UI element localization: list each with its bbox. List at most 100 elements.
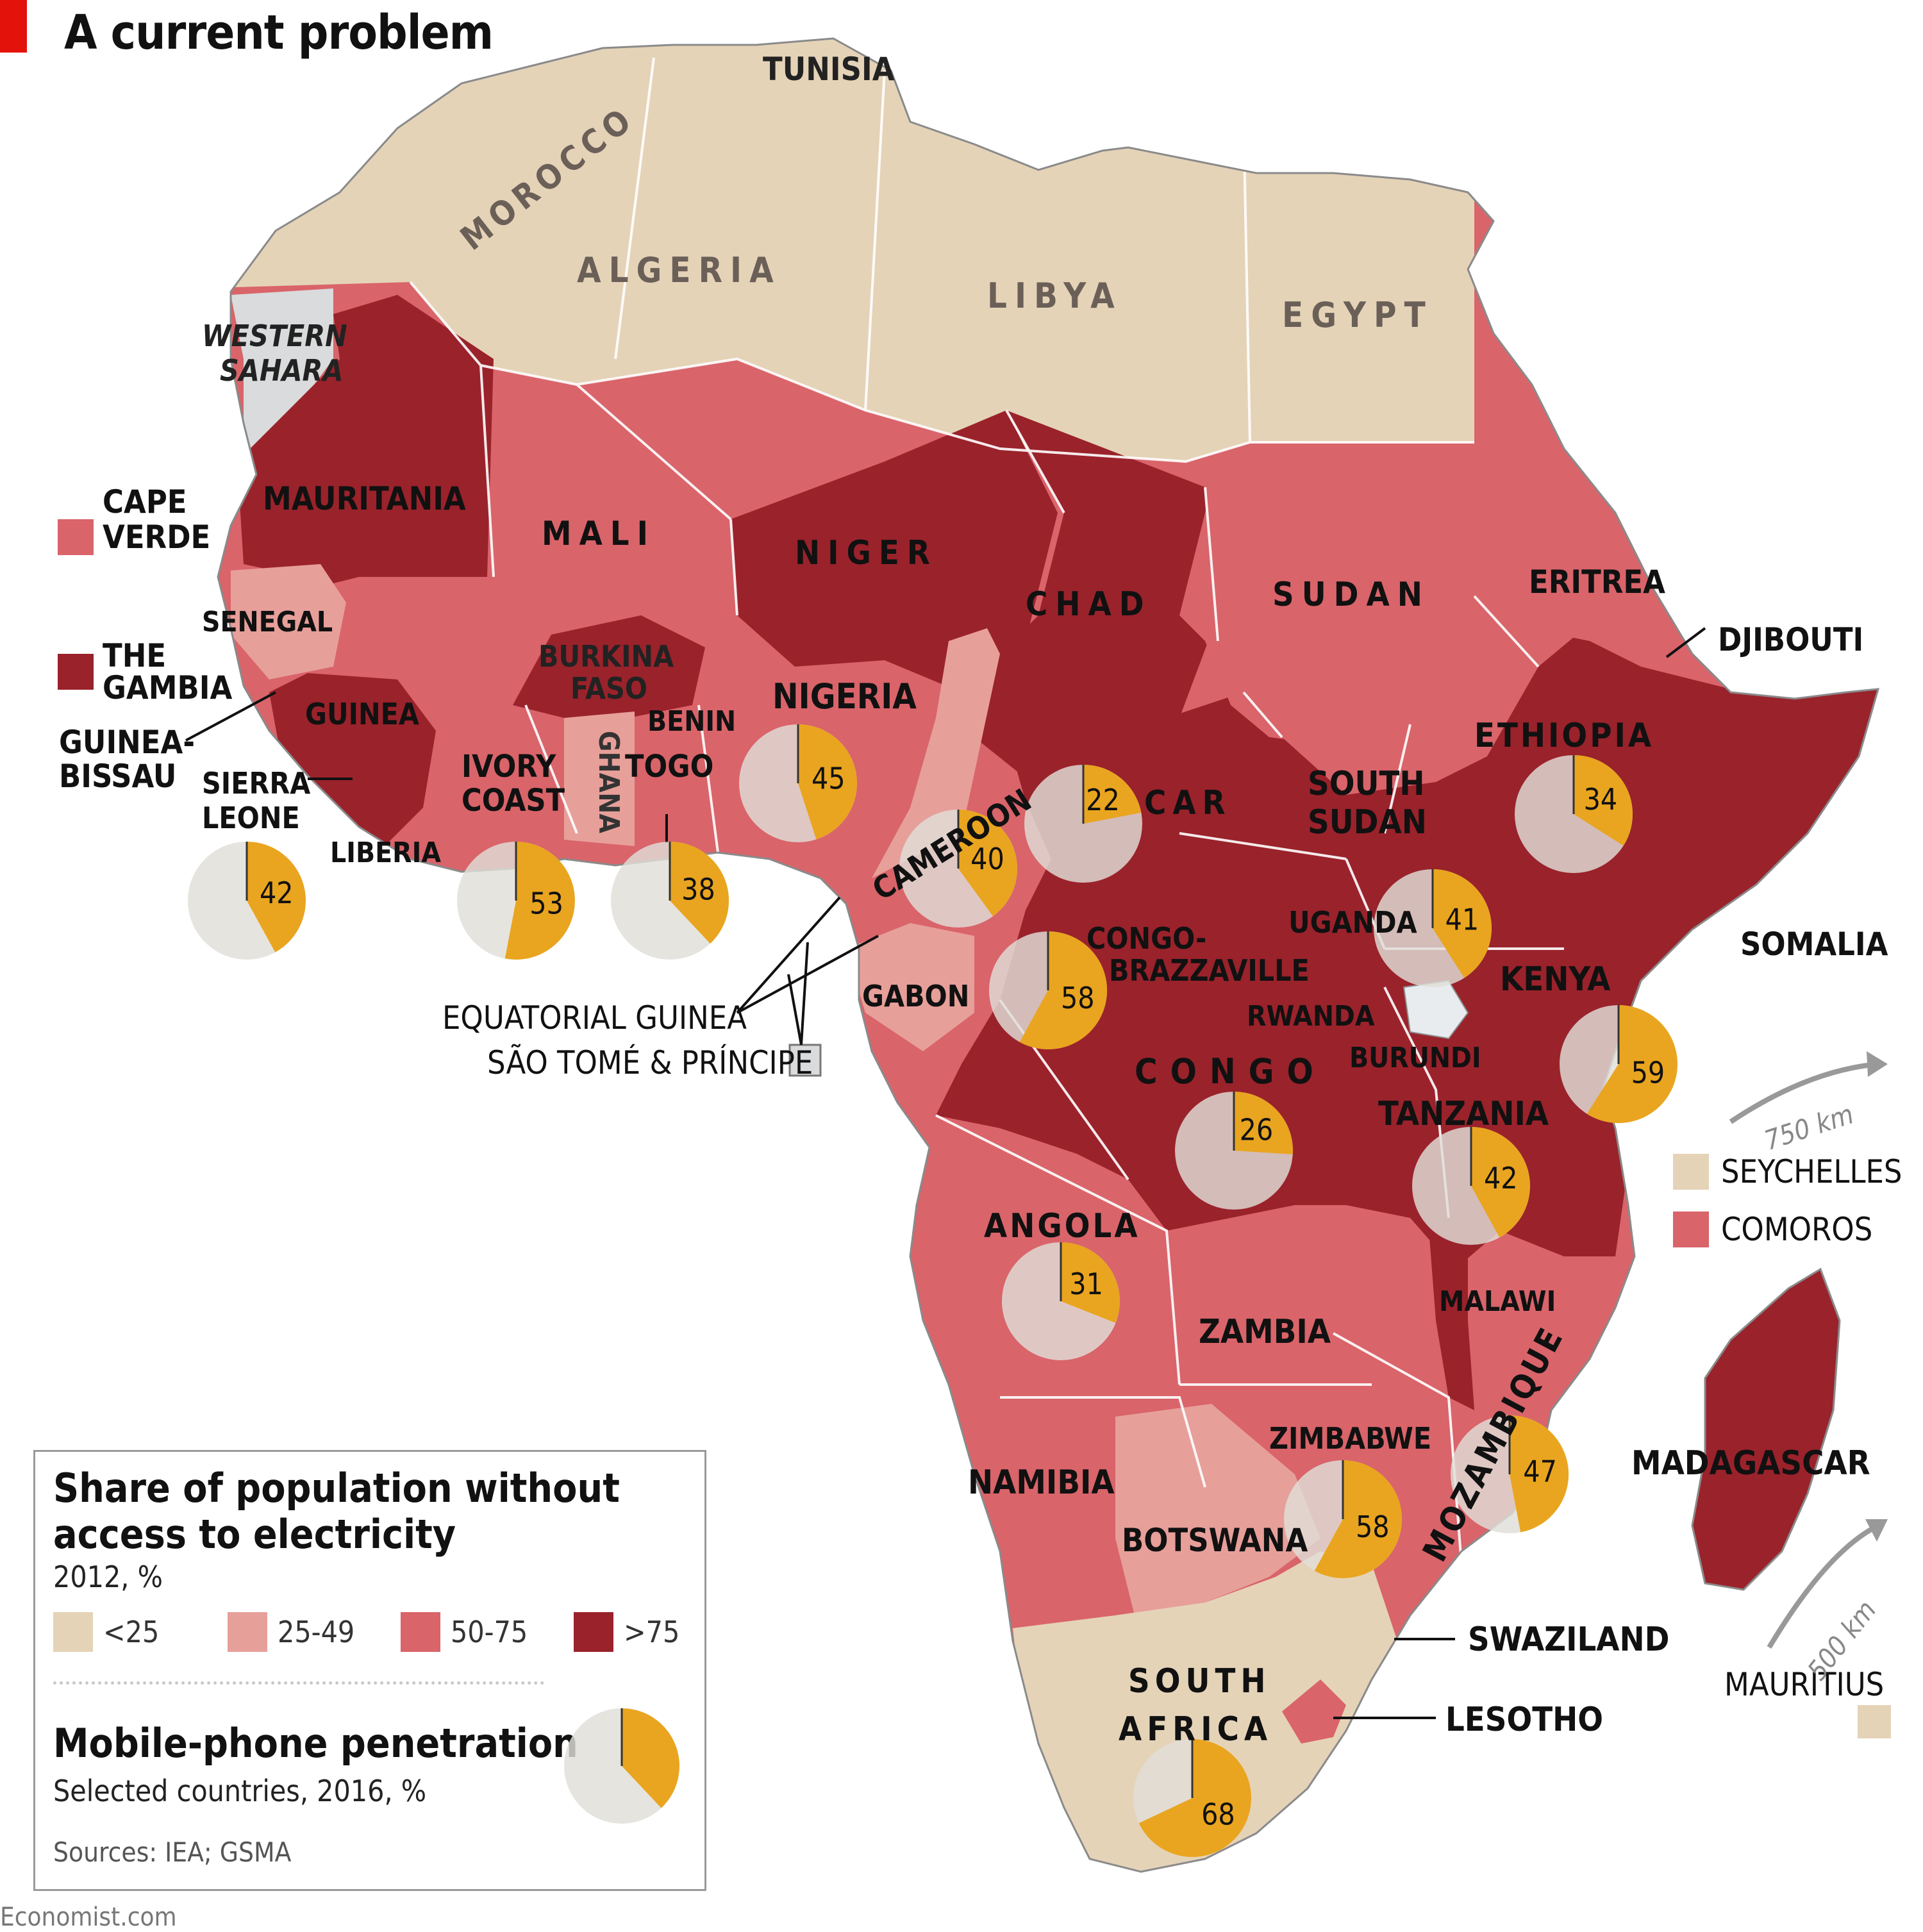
legend-label-lt25: <25: [103, 1615, 160, 1649]
label-gambia-2: GAMBIA: [103, 669, 233, 706]
label-eritrea: ERITREA: [1529, 563, 1665, 601]
gambia-swatch: [58, 654, 94, 690]
legend-swatch-lt25: [53, 1612, 93, 1652]
region-ghana: [564, 712, 635, 846]
scale-750: [1729, 1062, 1879, 1124]
label-kenya: KENYA: [1500, 960, 1610, 999]
label-western-sahara-1: WESTERN: [202, 319, 347, 353]
label-equatorial-guinea: EQUATORIAL GUINEA: [442, 999, 747, 1037]
legend-label-25-49: 25-49: [278, 1615, 355, 1649]
label-zambia: ZAMBIA: [1199, 1313, 1331, 1351]
pie-layer: 42 53 38 45 40 22 58 34 41 59 26 42 31 47 58 68: [188, 724, 1677, 1857]
legend-sources: Sources: IEA; GSMA: [53, 1836, 292, 1868]
pie-tanzania-wedge: [1471, 1127, 1530, 1238]
label-guinea-bissau-1: GUINEA-: [59, 724, 195, 761]
legend-label-gt75: >75: [624, 1615, 680, 1649]
chart-title: A current problem: [64, 5, 494, 60]
label-burundi: BURUNDI: [1349, 1042, 1481, 1074]
legend-phone-heading: Mobile-phone penetration: [53, 1720, 578, 1767]
pie-sierra-leone-value: 42: [260, 876, 294, 910]
cape-verde-swatch: [58, 519, 94, 555]
legend-swatch-25-49: [228, 1612, 267, 1652]
pie-ethiopia-value: 34: [1584, 782, 1618, 817]
legend-pie-wedge: [622, 1708, 679, 1808]
pie-nigeria-wedge: [798, 724, 857, 840]
label-angola: ANGOLA: [984, 1207, 1140, 1245]
region-mauritania: [237, 295, 494, 583]
sao-tome-swatch: [788, 1044, 822, 1077]
pie-congo-brazzaville-wedge: [1019, 931, 1108, 1050]
region-burkina: [513, 615, 705, 718]
label-nigeria: NIGERIA: [772, 676, 917, 717]
pie-mozambique-wedge: [1510, 1415, 1569, 1533]
legend-heading-2: access to electricity: [53, 1511, 456, 1558]
label-somalia: SOMALIA: [1740, 926, 1888, 963]
pie-car-value: 22: [1086, 783, 1120, 817]
label-gambia-1: THE: [103, 637, 166, 674]
label-sierra-leone-2: LEONE: [202, 801, 300, 835]
label-uganda: UGANDA: [1288, 905, 1417, 940]
region-gabon: [846, 923, 974, 1051]
label-sao-tome: SÃO TOMÉ & PRÍNCIPE: [487, 1044, 813, 1081]
label-liberia: LIBERIA: [330, 837, 441, 869]
pie-cameroon-value: 40: [970, 842, 1004, 876]
label-guinea: GUINEA: [305, 697, 419, 731]
label-togo: TOGO: [625, 749, 713, 785]
label-burkina-2: FASO: [570, 671, 647, 706]
comoros-swatch: [1673, 1212, 1709, 1247]
pie-congo-brazzaville-value: 58: [1061, 981, 1095, 1015]
label-ethiopia: ETHIOPIA: [1474, 717, 1654, 755]
pie-congo-wedge: [1234, 1092, 1293, 1154]
scale-500-arrowhead: [1865, 1519, 1888, 1542]
legend-item-gt75: >75: [574, 1612, 679, 1652]
label-western-sahara-2: SAHARA: [220, 353, 343, 388]
label-mauritania: MAURITANIA: [263, 480, 466, 517]
pie-uganda-wedge: [1433, 869, 1492, 978]
legend-phone-subheading: Selected countries, 2016, %: [53, 1774, 427, 1808]
legend-divider: [53, 1681, 544, 1685]
pie-ivory-coast-wedge: [504, 842, 575, 960]
label-mali: MALI: [542, 515, 656, 553]
pie-ivory-coast-value: 53: [529, 887, 563, 921]
red-tag: [0, 0, 27, 53]
label-gabon: GABON: [862, 979, 969, 1013]
label-algeria: ALGERIA: [577, 250, 781, 290]
region-lesotho: [1282, 1679, 1346, 1744]
pie-kenya-value: 59: [1631, 1055, 1665, 1090]
label-tanzania: TANZANIA: [1378, 1095, 1549, 1133]
scale-500: [1767, 1523, 1879, 1649]
label-south-sudan-2: SUDAN: [1308, 803, 1427, 842]
label-sudan: SUDAN: [1272, 576, 1430, 614]
pie-uganda-value: 41: [1445, 903, 1479, 937]
legend-heading-1: Share of population without: [53, 1465, 620, 1511]
label-niger: NIGER: [795, 534, 938, 572]
label-swaziland: SWAZILAND: [1468, 1620, 1670, 1659]
legend-item-50-75: 50-75: [401, 1612, 528, 1652]
label-south-africa-1: SOUTH: [1128, 1662, 1271, 1701]
legend-pie: [564, 1708, 679, 1824]
seychelles-swatch: [1673, 1154, 1709, 1190]
label-south-africa-2: AFRICA: [1119, 1710, 1272, 1749]
pie-sierra-leone-wedge: [247, 842, 306, 953]
label-south-sudan-1: SOUTH: [1308, 765, 1425, 803]
label-cape-verde-2: VERDE: [103, 519, 210, 556]
label-rwanda: RWANDA: [1247, 1000, 1375, 1033]
label-mauritius: MAURITIUS: [1724, 1666, 1884, 1703]
legend-subheading: 2012, %: [53, 1560, 163, 1594]
label-guinea-bissau-2: BISSAU: [59, 758, 176, 795]
region-malawi: [1429, 1237, 1474, 1410]
region-cameroon: [872, 628, 1000, 878]
label-congo: CONGO: [1135, 1051, 1326, 1092]
scale-750-arrowhead: [1867, 1051, 1888, 1077]
pie-togo-wedge: [670, 842, 729, 944]
pie-ethiopia-wedge: [1574, 755, 1633, 846]
label-namibia: NAMIBIA: [968, 1463, 1115, 1502]
label-congo-brazz-1: CONGO-: [1086, 921, 1206, 956]
region-eritrea: [1494, 526, 1641, 641]
leader-lines: [185, 627, 1706, 1719]
legend-swatch-gt75: [574, 1612, 613, 1652]
pie-car-wedge: [1083, 765, 1142, 824]
pie-tanzania-value: 42: [1484, 1161, 1518, 1195]
legend-item-25-49: 25-49: [228, 1612, 354, 1652]
label-congo-brazz-2: BRAZZAVILLE: [1109, 953, 1310, 988]
